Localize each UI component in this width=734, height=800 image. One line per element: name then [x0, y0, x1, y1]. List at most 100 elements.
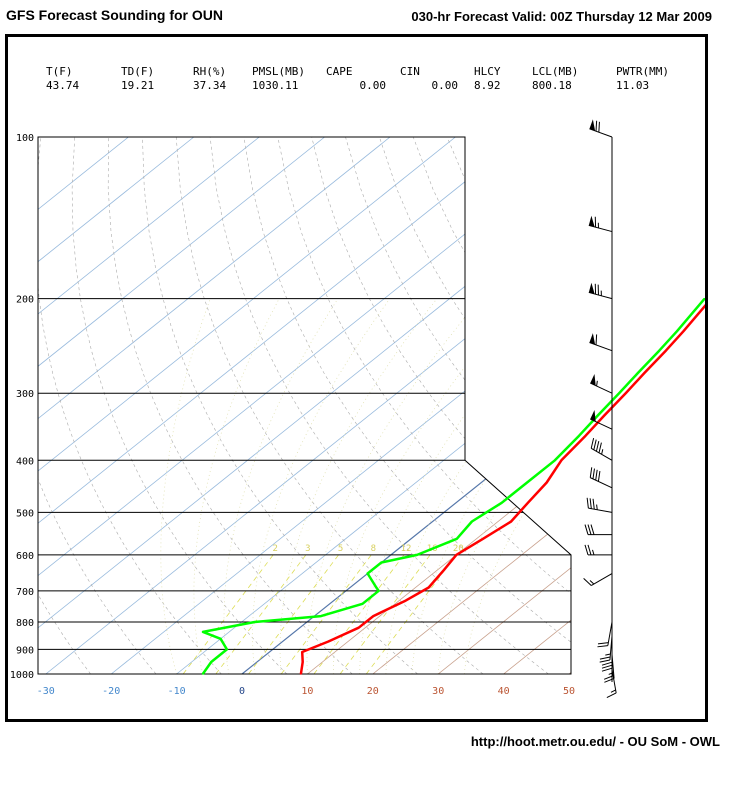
- moist-adiabat: [385, 298, 571, 674]
- dewpoint-profile: [201, 297, 706, 675]
- wind-barb: [583, 573, 613, 586]
- dry-adiabat: [107, 137, 353, 674]
- dewpoint-profile-point: [361, 603, 364, 605]
- wind-barb: [588, 282, 613, 300]
- mixing-ratio-label: 20: [453, 544, 464, 554]
- temperature-tick-label: -30: [37, 686, 55, 697]
- mixing-ratio-label: 3: [305, 544, 310, 554]
- dewpoint-profile-point: [320, 615, 322, 617]
- mixing-ratio-line: [182, 554, 274, 674]
- isotherm-line: [503, 137, 571, 674]
- dry-adiabat: [446, 137, 571, 674]
- isotherm-line: [45, 137, 571, 674]
- temperature-profile-point: [372, 615, 375, 617]
- dewpoint-profile-point: [202, 673, 204, 675]
- temperature-profile-point: [300, 673, 302, 675]
- dry-adiabat: [548, 137, 571, 674]
- mixing-ratio-line: [248, 554, 339, 674]
- dewpoint-profile-point: [456, 538, 458, 540]
- forecast-valid-time: 030-hr Forecast Valid: 00Z Thursday 12 M…: [411, 9, 712, 24]
- dewpoint-profile-point: [226, 648, 228, 651]
- isotherm-line: [38, 137, 195, 674]
- dry-adiabat: [209, 137, 549, 674]
- wind-barb: [606, 669, 617, 699]
- moist-adiabat: [160, 298, 211, 674]
- dewpoint-profile-point: [471, 520, 473, 523]
- dry-adiabat: [38, 137, 157, 674]
- temperature-profile-point: [682, 330, 685, 333]
- moist-adiabat: [333, 298, 521, 674]
- dry-adiabat: [71, 137, 288, 674]
- temperature-tick-label: 0: [239, 686, 245, 697]
- temperature-tick-label: 30: [432, 686, 444, 697]
- temperature-profile-point: [404, 599, 407, 602]
- isotherm-line: [38, 137, 325, 674]
- pressure-tick-label: 800: [16, 618, 34, 629]
- temperature-profile-point: [301, 661, 304, 663]
- stat-label: PMSL(MB): [252, 65, 305, 78]
- dewpoint-profile-point: [554, 459, 556, 462]
- stat-label: PWTR(MM): [616, 65, 669, 78]
- pressure-tick-label: 200: [16, 295, 34, 306]
- stats-row: T(F)43.74 TD(F)19.21 RH(%)37.34 PMSL(MB)103…: [46, 65, 669, 92]
- wind-barb: [589, 467, 613, 489]
- stat-label: CAPE: [326, 65, 353, 78]
- stat-label: CIN: [400, 65, 420, 78]
- dewpoint-profile-point: [618, 392, 620, 395]
- temperature-profile-point: [560, 459, 563, 462]
- wind-barb: [597, 621, 613, 648]
- temperature-tick-label: 10: [301, 686, 313, 697]
- isotherm-line: [568, 137, 571, 674]
- dry-adiabat: [311, 137, 571, 674]
- temperature-tick-label: 50: [563, 686, 575, 697]
- temperature-profile-point: [327, 640, 330, 643]
- wind-barb: [590, 409, 613, 430]
- isotherm-line: [38, 137, 456, 674]
- pressure-tick-label: 1000: [10, 670, 34, 681]
- moist-adiabat: [193, 298, 280, 674]
- wind-barbs: [583, 119, 617, 699]
- wind-barb: [601, 644, 613, 672]
- dewpoint-profile-point: [637, 372, 639, 374]
- isotherm-line: [372, 137, 571, 674]
- isotherm-line: [38, 137, 571, 674]
- temperature-tick-label: -10: [168, 686, 186, 697]
- temperature-profile-point: [301, 651, 304, 653]
- stat-label: T(F): [46, 65, 73, 78]
- temperature-tick-label: -20: [102, 686, 120, 697]
- wind-barb: [588, 215, 613, 233]
- dry-adiabat: [277, 137, 571, 674]
- wind-barb: [589, 333, 613, 352]
- dry-adiabat: [684, 137, 705, 674]
- mixing-ratio-line: [215, 554, 307, 674]
- pressure-tick-label: 100: [16, 133, 34, 144]
- stat-label: HLCY: [474, 65, 501, 78]
- sounding-frame: T(F) 43.74 TD(F) 19.21 RH(%) 37.34 PMSL(MB) 103…: [5, 34, 734, 722]
- mixing-ratio-label: 12: [401, 544, 412, 554]
- stat-value: 800.18: [532, 79, 572, 92]
- stat-label: RH(%): [193, 65, 226, 78]
- pressure-tick-label: 900: [16, 645, 34, 656]
- stat-value: 11.03: [616, 79, 649, 92]
- temperature-profile-point: [545, 481, 548, 484]
- temperature-profile-point: [455, 554, 458, 556]
- dewpoint-profile-point: [500, 502, 503, 504]
- dry-adiabat: [142, 137, 418, 674]
- dewpoint-profile-point: [597, 414, 599, 417]
- temperature-profile-point: [482, 538, 484, 540]
- mixing-ratio-line: [365, 554, 457, 674]
- isotherm-line: [110, 137, 571, 674]
- wind-barb: [586, 497, 613, 513]
- isotherm-line: [38, 137, 391, 674]
- dewpoint-profile-point: [380, 561, 383, 564]
- isotherm-line: [176, 137, 571, 674]
- stat-value: 19.21: [121, 79, 154, 92]
- temperature-axis: -30 -20 -10 0 10 20 30 40 50: [37, 686, 575, 697]
- dry-adiabat: [514, 137, 571, 674]
- thermo-background: [38, 137, 705, 674]
- dewpoint-profile-point: [210, 661, 212, 663]
- wind-barb: [590, 438, 613, 461]
- dry-adiabat: [38, 137, 222, 674]
- stat-value: 8.92: [474, 79, 501, 92]
- dewpoint-profile-point: [253, 621, 256, 623]
